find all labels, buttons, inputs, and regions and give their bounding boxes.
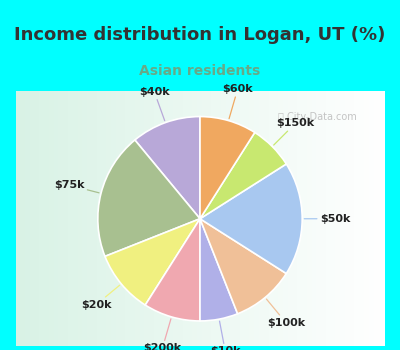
Wedge shape (200, 117, 255, 219)
Text: $200k: $200k (143, 319, 182, 350)
Text: $10k: $10k (210, 321, 240, 350)
Wedge shape (200, 164, 302, 273)
Text: $100k: $100k (266, 299, 305, 328)
Text: Income distribution in Logan, UT (%): Income distribution in Logan, UT (%) (14, 26, 386, 44)
Wedge shape (200, 132, 286, 219)
Wedge shape (200, 219, 286, 314)
Text: $40k: $40k (139, 87, 170, 121)
Text: $20k: $20k (81, 285, 120, 310)
Text: $60k: $60k (222, 84, 253, 119)
Text: $150k: $150k (274, 118, 314, 145)
Wedge shape (105, 219, 200, 305)
Text: $75k: $75k (54, 180, 99, 193)
Text: ⓘ City-Data.com: ⓘ City-Data.com (278, 112, 357, 121)
Text: $50k: $50k (304, 214, 350, 224)
Wedge shape (145, 219, 200, 321)
Wedge shape (200, 219, 238, 321)
Wedge shape (135, 117, 200, 219)
Wedge shape (98, 140, 200, 256)
Text: Asian residents: Asian residents (139, 64, 261, 78)
